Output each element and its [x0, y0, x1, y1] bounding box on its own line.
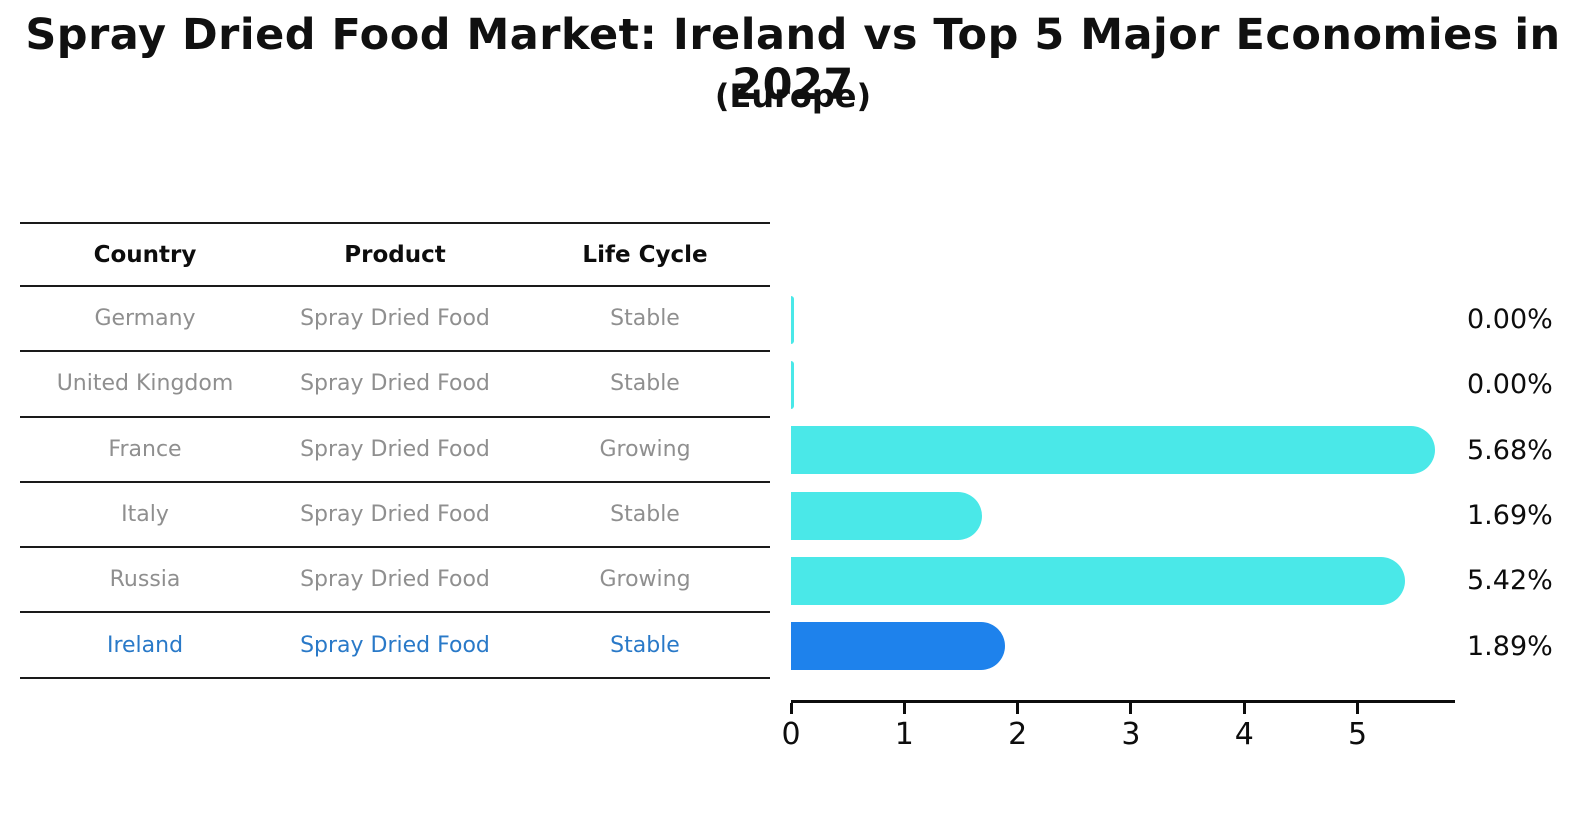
- column-header-country: Country: [93, 241, 197, 268]
- bar-ireland: [791, 622, 1006, 671]
- cell-life-cycle: Stable: [610, 502, 680, 528]
- cell-life-cycle: Stable: [610, 371, 680, 397]
- x-tick-label: 3: [1121, 717, 1141, 752]
- x-tick: 4: [1235, 703, 1254, 752]
- bar-germany: [791, 295, 794, 344]
- column-header-life-cycle: Life Cycle: [582, 241, 708, 268]
- cell-life-cycle: Growing: [599, 436, 691, 462]
- x-tick: 5: [1348, 703, 1367, 752]
- table-row: Germany Spray Dried Food Stable: [20, 287, 770, 353]
- column-header-product: Product: [344, 241, 446, 268]
- x-tick: 0: [781, 703, 801, 752]
- table-row-ireland: Ireland Spray Dried Food Stable: [20, 613, 770, 679]
- bar-italy: [791, 491, 983, 540]
- chart-row-germany: 0.00%: [791, 287, 1553, 352]
- x-tick-label: 4: [1234, 717, 1254, 752]
- x-tick-label: 1: [894, 717, 914, 752]
- table-row: United Kingdom Spray Dried Food Stable: [20, 352, 770, 418]
- x-tick: 3: [1121, 703, 1140, 752]
- x-tick-label: 2: [1008, 717, 1028, 752]
- bar-value-label: 5.68%: [1467, 434, 1553, 466]
- bar-value-label: 0.00%: [1467, 369, 1553, 401]
- page-title: Spray Dried Food Market: Ireland vs Top …: [25, 10, 1561, 110]
- cell-country: Italy: [121, 502, 169, 528]
- table-header-row: Country Product Life Cycle: [20, 222, 770, 287]
- cell-life-cycle: Stable: [610, 306, 680, 332]
- cell-product: Spray Dried Food: [300, 436, 490, 462]
- comparison-table: Country Product Life Cycle Germany Spray…: [20, 222, 770, 679]
- table-row: Italy Spray Dried Food Stable: [20, 483, 770, 549]
- chart-row-united-kingdom: 0.00%: [791, 352, 1553, 417]
- cell-product: Spray Dried Food: [300, 632, 490, 658]
- x-tick: 1: [895, 703, 914, 752]
- cell-country: Germany: [94, 306, 196, 332]
- bar-united-kingdom: [791, 360, 794, 409]
- cell-product: Spray Dried Food: [300, 371, 490, 397]
- cell-product: Spray Dried Food: [300, 306, 490, 332]
- cell-life-cycle: Stable: [610, 632, 680, 658]
- x-tick-label: 5: [1348, 717, 1368, 752]
- bar-value-label: 1.69%: [1467, 500, 1553, 532]
- x-tick-label: 0: [781, 717, 801, 752]
- bar-russia: [791, 556, 1406, 605]
- cell-country: Ireland: [106, 632, 184, 658]
- cell-country: United Kingdom: [56, 371, 234, 397]
- bar-value-label: 5.42%: [1467, 565, 1553, 597]
- cell-life-cycle: Growing: [599, 567, 691, 593]
- chart-row-russia: 5.42%: [791, 548, 1553, 613]
- bar-chart: 0.00% 0.00% 5.68% 1.69% 5.42% 1.89%: [791, 287, 1553, 679]
- chart-row-france: 5.68%: [791, 418, 1553, 483]
- table-row: France Spray Dried Food Growing: [20, 418, 770, 483]
- table-row: Russia Spray Dried Food Growing: [20, 548, 770, 614]
- bar-france: [791, 426, 1435, 475]
- chart-row-italy: 1.69%: [791, 483, 1553, 548]
- cell-country: Russia: [109, 567, 181, 593]
- page-subtitle: (Europe): [714, 77, 872, 115]
- cell-product: Spray Dried Food: [300, 567, 490, 593]
- cell-country: France: [108, 436, 182, 462]
- bar-value-label: 0.00%: [1467, 304, 1553, 336]
- cell-product: Spray Dried Food: [300, 502, 490, 528]
- x-axis: 0 1 2 3 4 5: [781, 700, 1455, 752]
- x-tick: 2: [1008, 703, 1027, 752]
- bar-value-label: 1.89%: [1467, 630, 1553, 662]
- chart-row-ireland: 1.89%: [791, 614, 1553, 679]
